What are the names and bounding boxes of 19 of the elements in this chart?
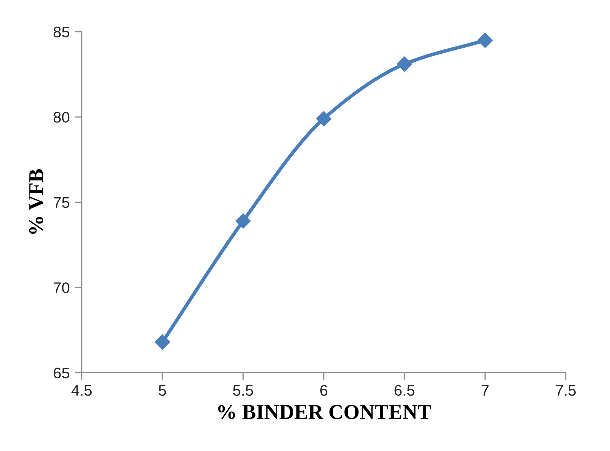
x-tick-label: 4.5 <box>72 385 92 396</box>
x-tick-label: 5.5 <box>233 385 254 396</box>
y-tick-label: 65 <box>54 368 70 379</box>
point <box>155 334 170 350</box>
y-tick-label: 70 <box>54 282 70 294</box>
y-tick-label: 85 <box>54 26 70 38</box>
point <box>397 56 412 72</box>
y-axis-title: % VFB <box>29 169 44 234</box>
x-axis-title: % BINDER CONTENT <box>218 405 432 420</box>
y-tick-label: 75 <box>54 198 70 208</box>
point <box>316 111 332 127</box>
x-tick-label: 7 <box>482 385 489 396</box>
x-tick-label: 6.5 <box>394 385 415 396</box>
x-tick-label: 6 <box>320 385 328 396</box>
x-tick-label: 5 <box>159 385 166 396</box>
y-tick-label: 80 <box>54 112 70 123</box>
point <box>236 214 251 229</box>
point <box>478 32 493 48</box>
x-tick-label: 7.5 <box>556 385 576 396</box>
